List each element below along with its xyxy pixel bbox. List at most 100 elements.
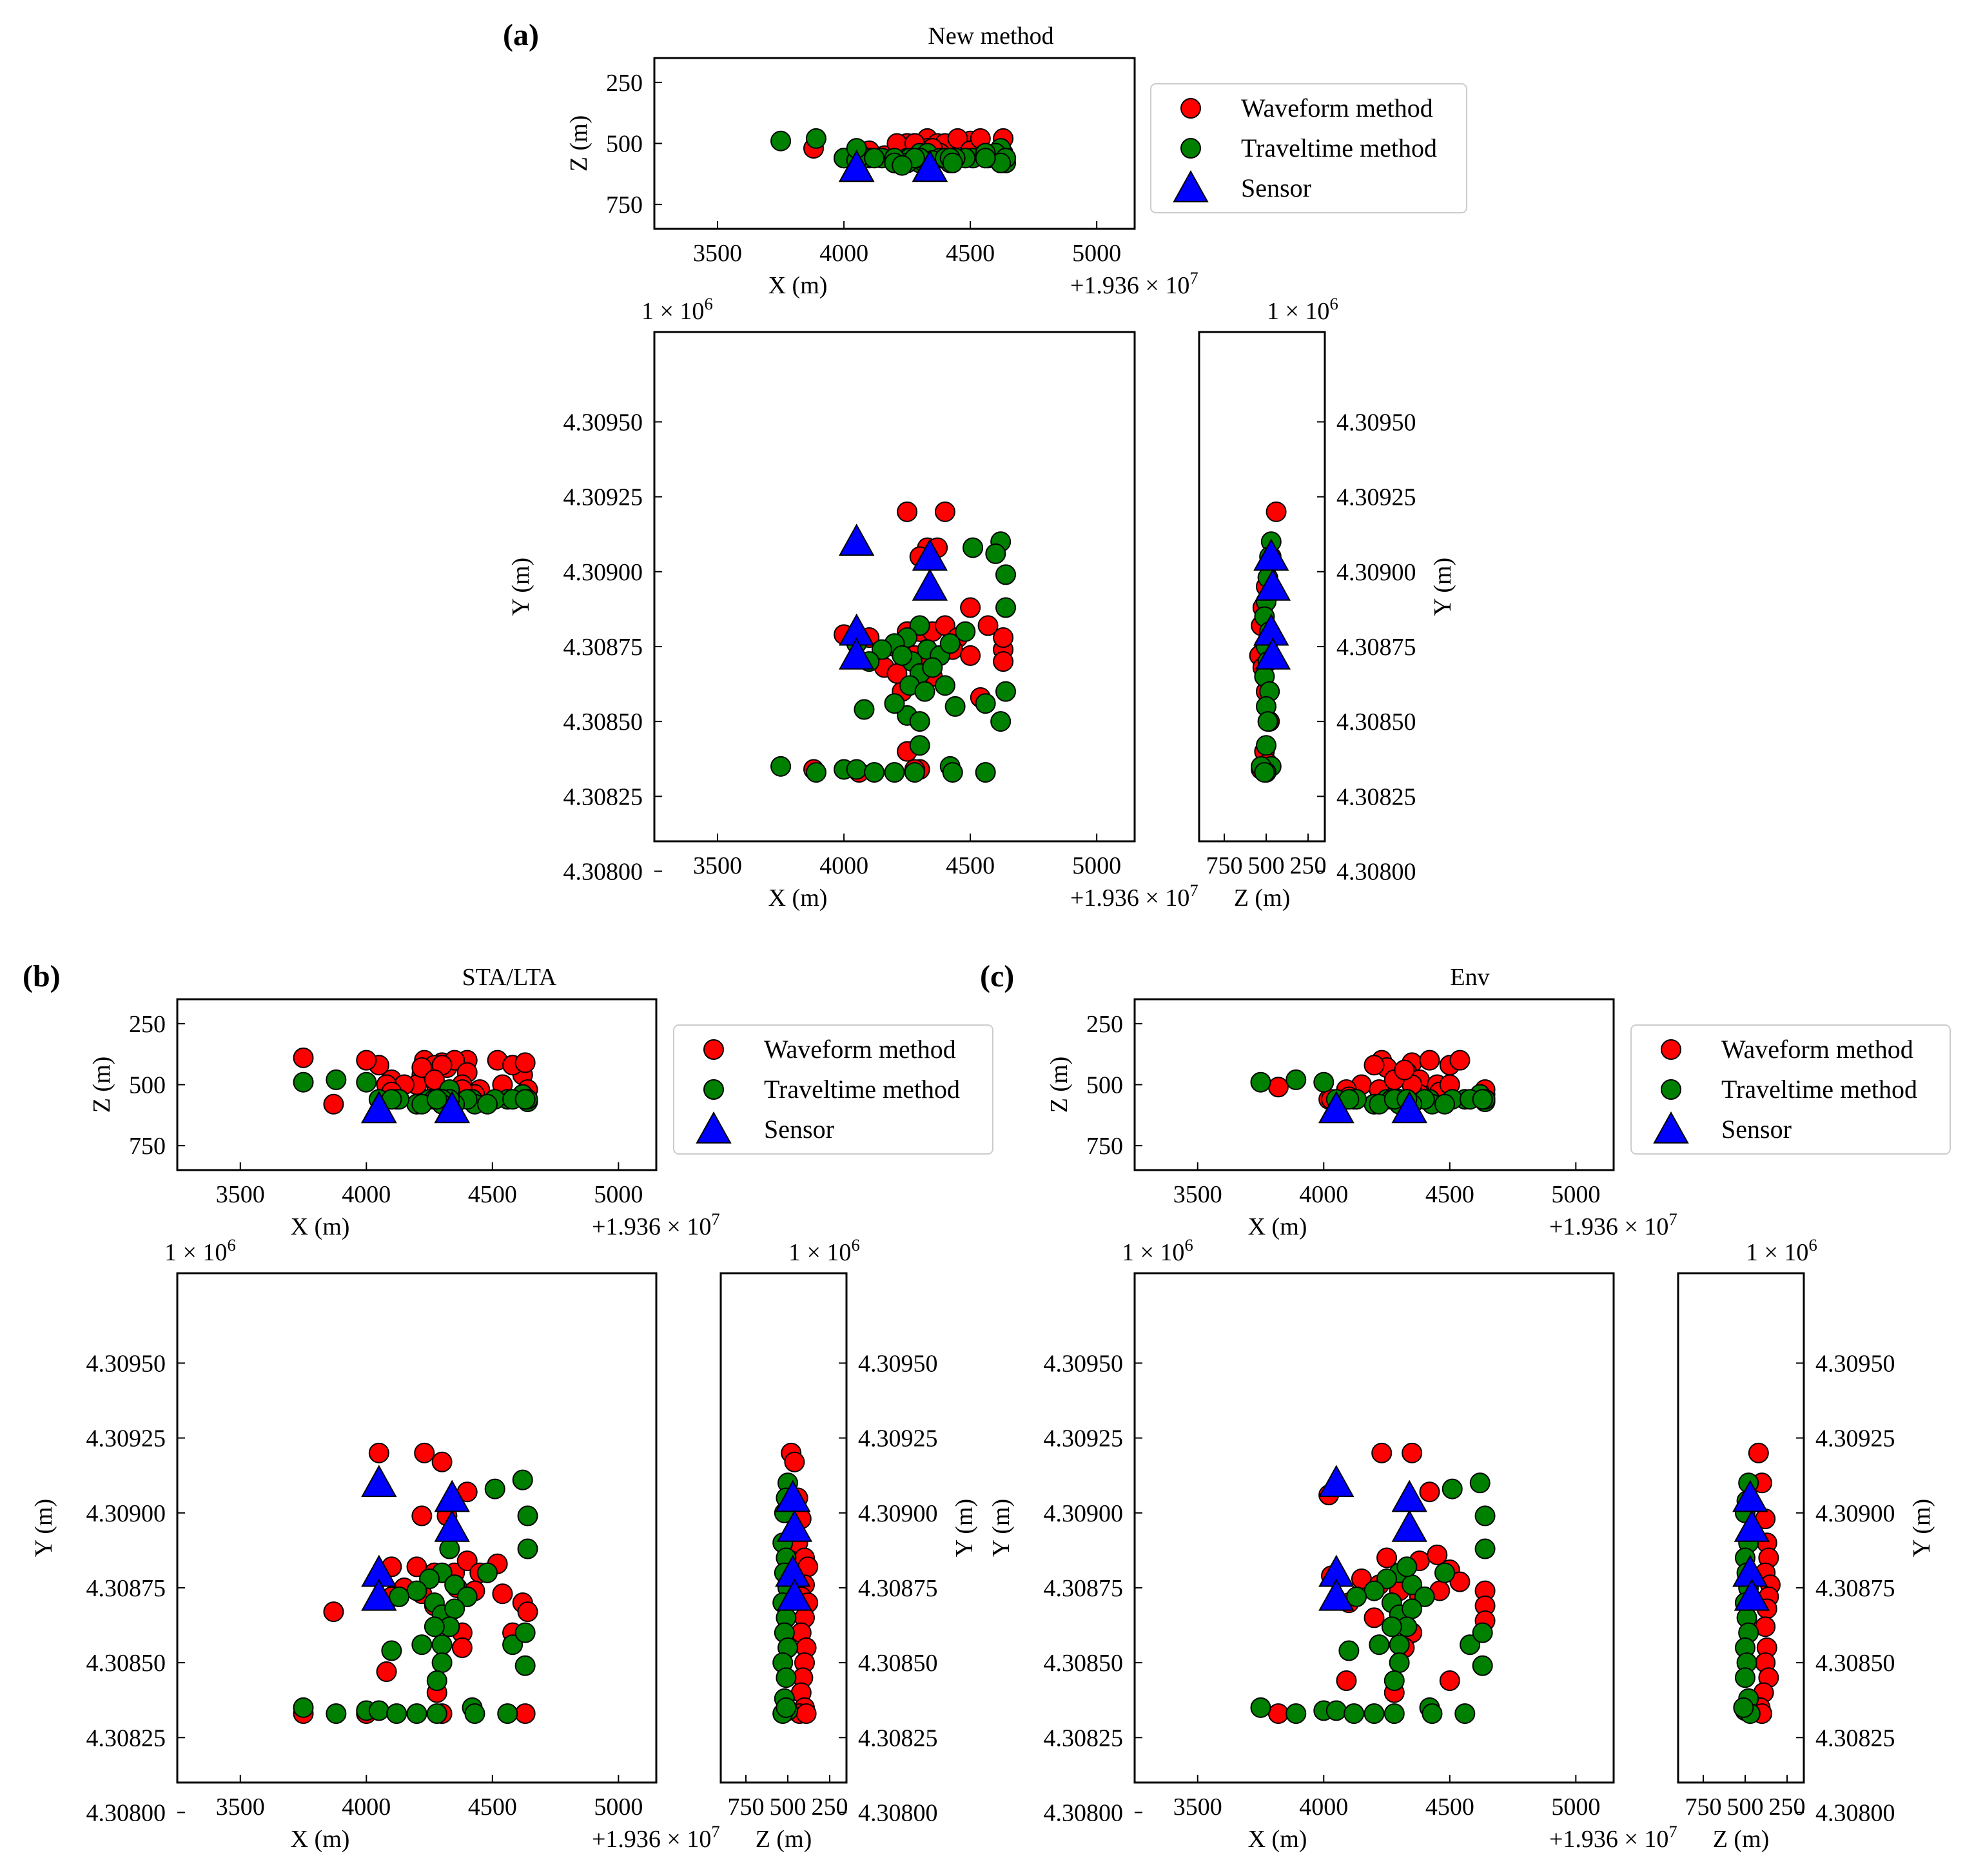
z-tick-label: 250	[129, 1011, 166, 1038]
legend-label: Waveform method	[764, 1035, 956, 1064]
traveltime-point	[426, 1703, 447, 1725]
traveltime-point	[514, 1655, 536, 1676]
z-tick-label: 750	[1206, 852, 1243, 879]
panel-title: STA/LTA	[462, 964, 557, 991]
y-tick-label: 4.30950	[1336, 409, 1416, 436]
sensor-point	[434, 1509, 470, 1542]
y-tick-label: 4.30875	[86, 1575, 166, 1602]
traveltime-point	[326, 1069, 347, 1090]
traveltime-point	[1454, 1703, 1476, 1725]
z-axis-label: Z (m)	[1713, 1826, 1770, 1853]
traveltime-point	[512, 1469, 533, 1490]
x-offset-label: +1.936 × 107	[1070, 881, 1198, 912]
y-tick-label: 4.30800	[1044, 1799, 1124, 1826]
y-tick-label: 4.30900	[1044, 1500, 1124, 1527]
traveltime-point	[975, 693, 996, 714]
legend-sensor-marker	[696, 1111, 732, 1144]
y-axis-label: Y (m)	[507, 558, 534, 616]
z-axis-label: Z (m)	[1046, 1057, 1073, 1113]
y-tick-label: 4.30850	[1815, 1650, 1895, 1677]
waveform-point	[451, 1637, 473, 1658]
traveltime-point	[1460, 1634, 1481, 1656]
sensor-point	[361, 1578, 397, 1611]
legend-sensor-marker	[1173, 170, 1209, 202]
z-axis-label: Z (m)	[88, 1057, 115, 1113]
traveltime-point	[1346, 1586, 1367, 1607]
z-axis-label: Z (m)	[756, 1826, 812, 1853]
legend-waveform-marker	[703, 1039, 724, 1060]
y-tick-label: 4.30950	[1815, 1350, 1895, 1377]
traveltime-point	[1469, 1472, 1491, 1494]
waveform-point	[411, 1057, 433, 1078]
legend-box	[1630, 1024, 1951, 1155]
y-tick-label: 4.30925	[563, 484, 643, 511]
traveltime-point	[1286, 1069, 1307, 1090]
x-tick-label: 4500	[468, 1181, 517, 1208]
y-tick-label: 4.30900	[1336, 559, 1416, 586]
traveltime-point	[406, 1703, 427, 1725]
y-tick-label: 4.30850	[1044, 1650, 1124, 1677]
z-tick-label: 750	[1685, 1793, 1722, 1821]
waveform-point	[1419, 1050, 1440, 1071]
traveltime-point	[1364, 1580, 1385, 1601]
traveltime-point	[326, 1703, 347, 1725]
y-tick-label: 4.30825	[1336, 783, 1416, 810]
waveform-point	[1376, 1547, 1398, 1568]
traveltime-point	[1402, 1598, 1423, 1619]
legend-label: Sensor	[764, 1115, 834, 1144]
y-tick-label: 4.30950	[563, 409, 643, 436]
traveltime-point	[776, 1667, 797, 1688]
y-tick-label: 4.30925	[1044, 1425, 1124, 1452]
panel-letter: (c)	[980, 959, 1014, 993]
waveform-point	[1748, 1442, 1769, 1463]
x-offset-label: +1.936 × 107	[592, 1822, 720, 1853]
sensor-point	[1255, 637, 1291, 670]
traveltime-point	[456, 1586, 478, 1607]
waveform-point	[368, 1442, 389, 1463]
traveltime-point	[995, 681, 1017, 702]
waveform-point	[1266, 501, 1287, 522]
traveltime-point	[1369, 1634, 1390, 1656]
y-tick-label: 4.30900	[563, 559, 643, 586]
traveltime-point	[293, 1697, 314, 1718]
y-tick-label: 4.30925	[86, 1425, 166, 1452]
z-tick-label: 750	[606, 191, 643, 219]
sensor-point	[912, 150, 948, 182]
traveltime-point	[1376, 1568, 1398, 1589]
x-offset-label: +1.936 × 107	[592, 1209, 720, 1240]
traveltime-point	[990, 711, 1012, 732]
traveltime-point	[356, 1071, 377, 1093]
z-tick-label: 250	[1086, 1011, 1123, 1038]
waveform-point	[934, 501, 955, 522]
waveform-point	[323, 1601, 344, 1623]
traveltime-point	[1257, 711, 1278, 732]
z-axis-label: Z (m)	[565, 115, 592, 172]
panel-title: Env	[1450, 964, 1489, 991]
waveform-point	[960, 597, 981, 618]
y-tick-label: 4.30825	[1044, 1725, 1124, 1752]
waveform-point	[1439, 1670, 1460, 1691]
sensor-point	[1391, 1509, 1427, 1542]
z-axis-label: Z (m)	[1234, 884, 1291, 912]
y-tick-label: 4.30800	[858, 1799, 938, 1826]
traveltime-point	[776, 1697, 797, 1718]
traveltime-point	[426, 1089, 447, 1110]
traveltime-point	[1472, 1089, 1493, 1110]
x-tick-label: 4500	[468, 1793, 517, 1821]
xy-plot-frame	[1133, 1272, 1615, 1784]
x-axis-label: X (m)	[768, 884, 828, 912]
y-offset-label: 1 × 106	[1746, 1235, 1817, 1266]
z-tick-label: 500	[606, 131, 643, 158]
x-axis-label: X (m)	[1248, 1826, 1307, 1853]
traveltime-point	[942, 152, 963, 173]
x-offset-label: +1.936 × 107	[1549, 1209, 1677, 1240]
y-tick-label: 4.30825	[563, 783, 643, 810]
waveform-point	[993, 627, 1014, 648]
traveltime-point	[1313, 1071, 1334, 1093]
traveltime-point	[1325, 1700, 1347, 1721]
traveltime-point	[1472, 1655, 1493, 1676]
traveltime-point	[909, 615, 930, 636]
legend-label: Sensor	[1721, 1115, 1792, 1144]
waveform-point	[1449, 1050, 1471, 1071]
traveltime-point	[770, 756, 792, 777]
